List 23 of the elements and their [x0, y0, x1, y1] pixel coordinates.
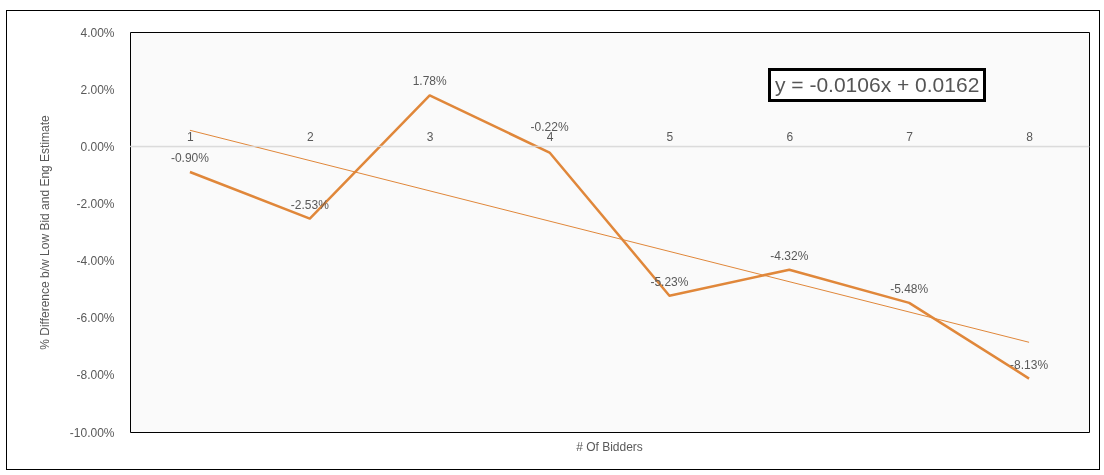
data-label: -8.13% [1010, 357, 1049, 372]
x-axis-title: # Of Bidders [576, 440, 643, 454]
data-label: -5.48% [890, 281, 929, 296]
x-tick-label: 7 [906, 129, 914, 144]
y-tick-label: -8.00% [76, 368, 115, 383]
x-tick-label: 2 [306, 129, 314, 144]
y-tick-label: -2.00% [76, 196, 115, 211]
data-label: -0.90% [170, 151, 210, 165]
y-tick-label: 0.00% [80, 139, 115, 154]
y-tick-label: -10.00% [69, 425, 115, 440]
y-axis-title: % Difference b/w Low Bid and Eng Estimate [37, 114, 52, 350]
x-tick-label: 8 [1026, 129, 1034, 144]
x-tick-label: 5 [666, 129, 674, 144]
y-tick-label: -6.00% [76, 311, 115, 326]
annotation: y = -0.0106x + 0.0162 [768, 68, 987, 102]
y-tick-label: -4.00% [76, 254, 115, 269]
data-label: -4.32% [770, 248, 809, 263]
data-label: 1.78% [412, 74, 448, 89]
x-tick-label: 1 [187, 129, 195, 144]
x-tick-label: 6 [786, 129, 794, 144]
x-tick-label: 3 [426, 129, 434, 144]
y-tick-label: 4.00% [80, 25, 115, 40]
y-tick-label: 2.00% [80, 82, 115, 97]
